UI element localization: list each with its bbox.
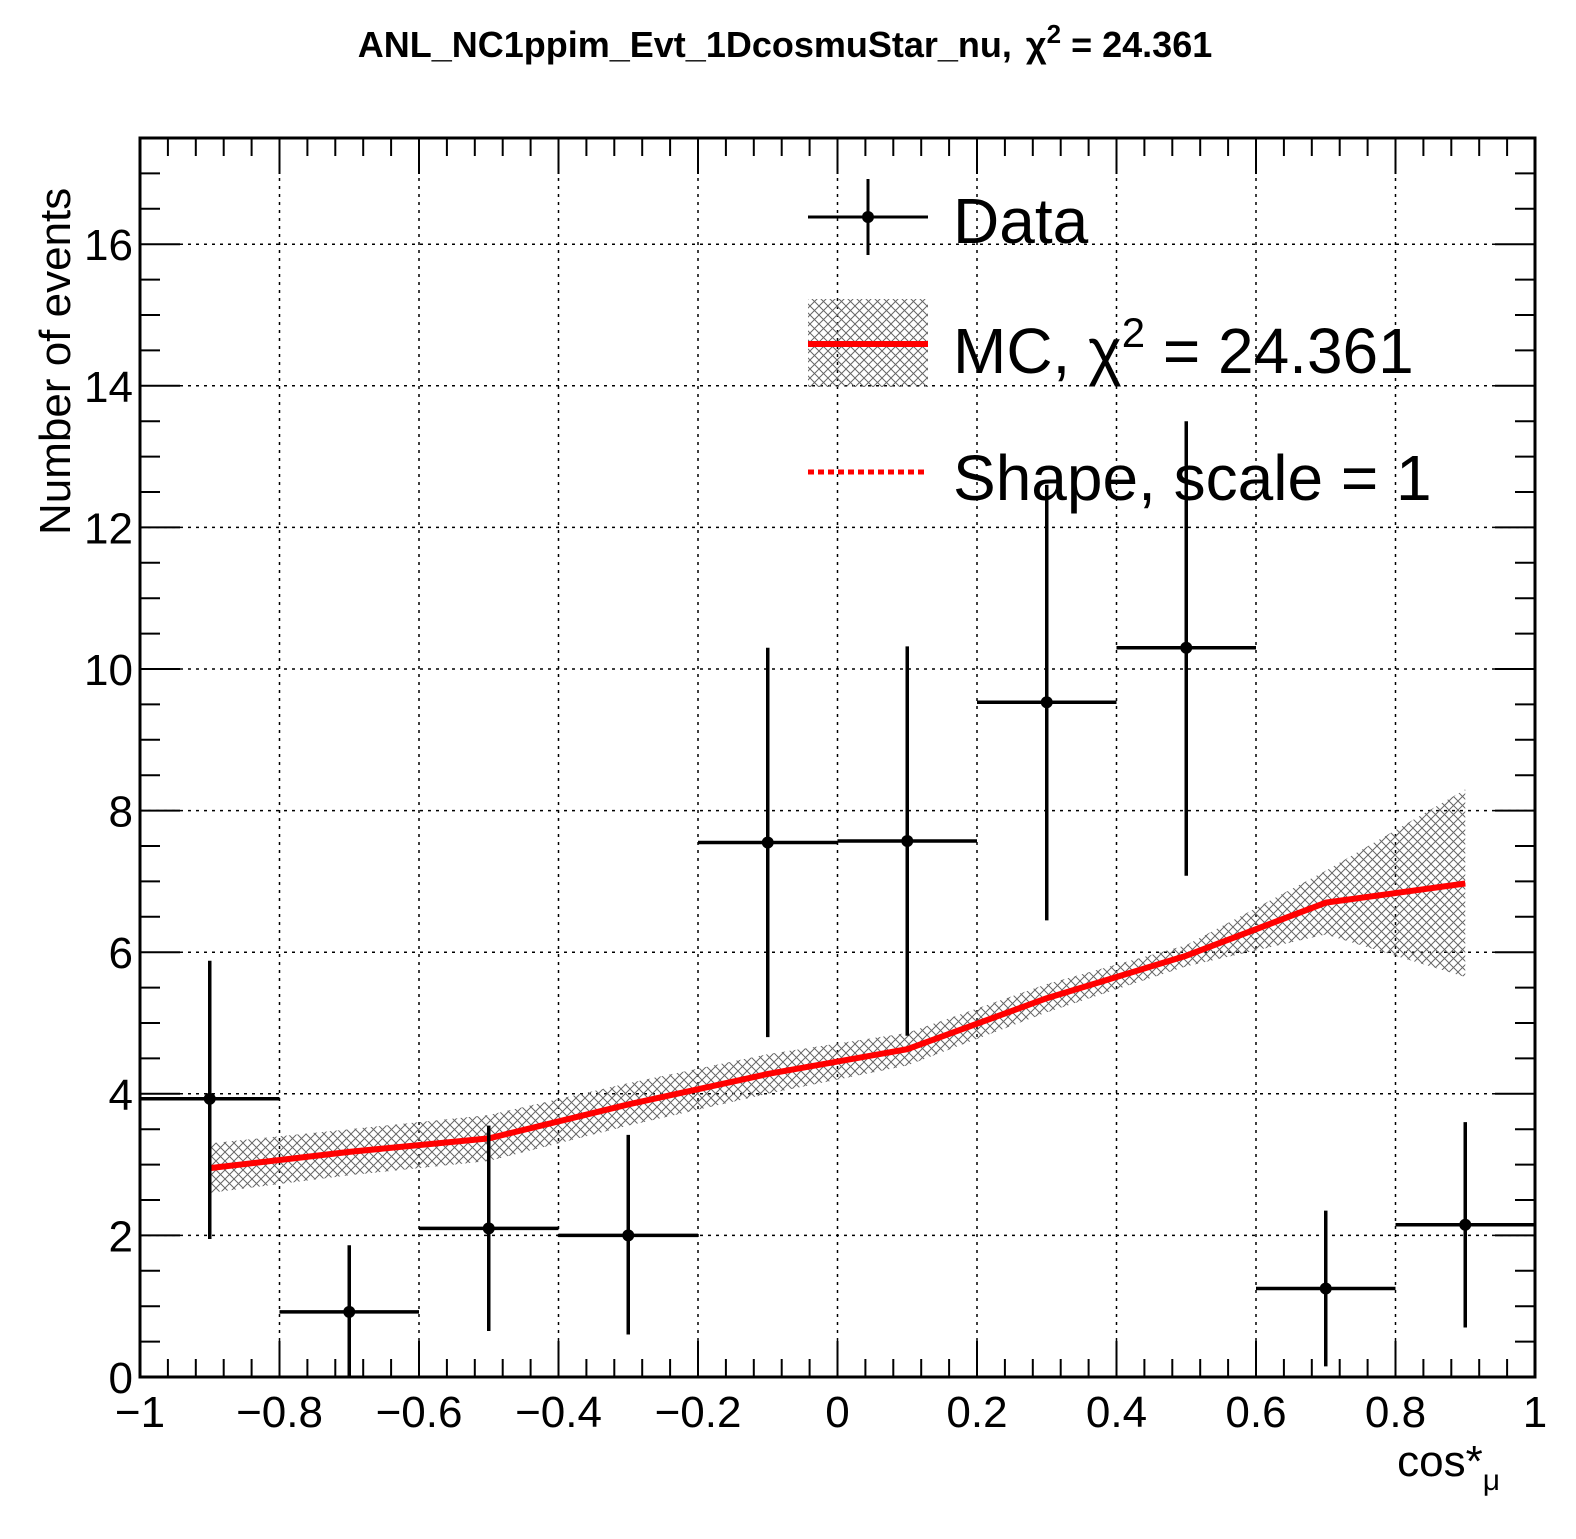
data-point: [1116, 421, 1256, 876]
data-marker: [761, 836, 774, 849]
data-point: [977, 484, 1117, 921]
y-tick-label: 4: [109, 1071, 133, 1120]
legend-mc-marker: [808, 299, 928, 387]
data-point: [558, 1134, 698, 1335]
data-point: [140, 960, 280, 1239]
legend-data-label: Data: [953, 185, 1089, 257]
data-marker: [1459, 1218, 1472, 1231]
legend-data-marker: [808, 179, 928, 255]
data-marker: [901, 835, 914, 848]
shape-line: [209, 881, 1466, 1171]
data-marker: [482, 1222, 495, 1235]
data-point: [1395, 1122, 1535, 1328]
x-tick-label: 0.8: [1365, 1388, 1426, 1437]
legend-shape-label: Shape, scale = 1: [953, 442, 1432, 514]
y-tick-labels: 0 2 4 6 8 10 12 14 16: [84, 221, 133, 1403]
y-tick-label: 16: [84, 221, 133, 270]
data-marker: [622, 1229, 635, 1242]
data-marker: [1319, 1282, 1332, 1295]
x-tick-labels: −1 −0.8 −0.6 −0.4 −0.2 0 0.2 0.4 0.6 0.8 1: [115, 1388, 1547, 1437]
x-tick-label: −1: [115, 1388, 165, 1437]
legend: Data MC, χ2 = 24.361 Shape, scale = 1: [808, 179, 1432, 514]
data-marker: [343, 1305, 356, 1318]
x-tick-label: −0.6: [376, 1388, 463, 1437]
data-point: [419, 1125, 559, 1331]
x-tick-label: −0.4: [515, 1388, 602, 1437]
y-tick-label: 2: [109, 1212, 133, 1261]
x-tick-label: 0.4: [1086, 1388, 1147, 1437]
x-tick-label: −0.2: [655, 1388, 742, 1437]
data-point: [279, 1245, 419, 1377]
y-axis-title: Number of events: [31, 188, 80, 535]
x-tick-label: 0.6: [1225, 1388, 1286, 1437]
chart-title: ANL_NC1ppim_Evt_1DcosmuStar_nu, χ2 = 24.3…: [358, 19, 1213, 65]
y-tick-label: 12: [84, 504, 133, 553]
x-tick-label: −0.8: [236, 1388, 323, 1437]
data-marker: [203, 1092, 216, 1105]
x-tick-label: 0: [825, 1388, 849, 1437]
legend-mc-label: MC, χ2 = 24.361: [953, 309, 1414, 387]
x-tick-label: 1: [1523, 1388, 1547, 1437]
y-tick-label: 10: [84, 646, 133, 695]
data-point: [837, 646, 977, 1036]
data-series: [140, 421, 1535, 1377]
y-tick-label: 6: [109, 929, 133, 978]
data-marker: [1040, 696, 1053, 709]
data-marker: [1180, 641, 1193, 654]
mc-series: [209, 880, 1466, 1172]
y-tick-label: 14: [84, 363, 133, 412]
x-axis-title: cos*μ: [1397, 1437, 1500, 1497]
data-point: [698, 647, 838, 1038]
y-tick-label: 8: [109, 788, 133, 837]
plot-frame: [138, 136, 1537, 1379]
grid: [140, 138, 1535, 1377]
data-point: [1256, 1210, 1396, 1367]
y-tick-label: 0: [109, 1354, 133, 1403]
x-tick-label: 0.2: [946, 1388, 1007, 1437]
